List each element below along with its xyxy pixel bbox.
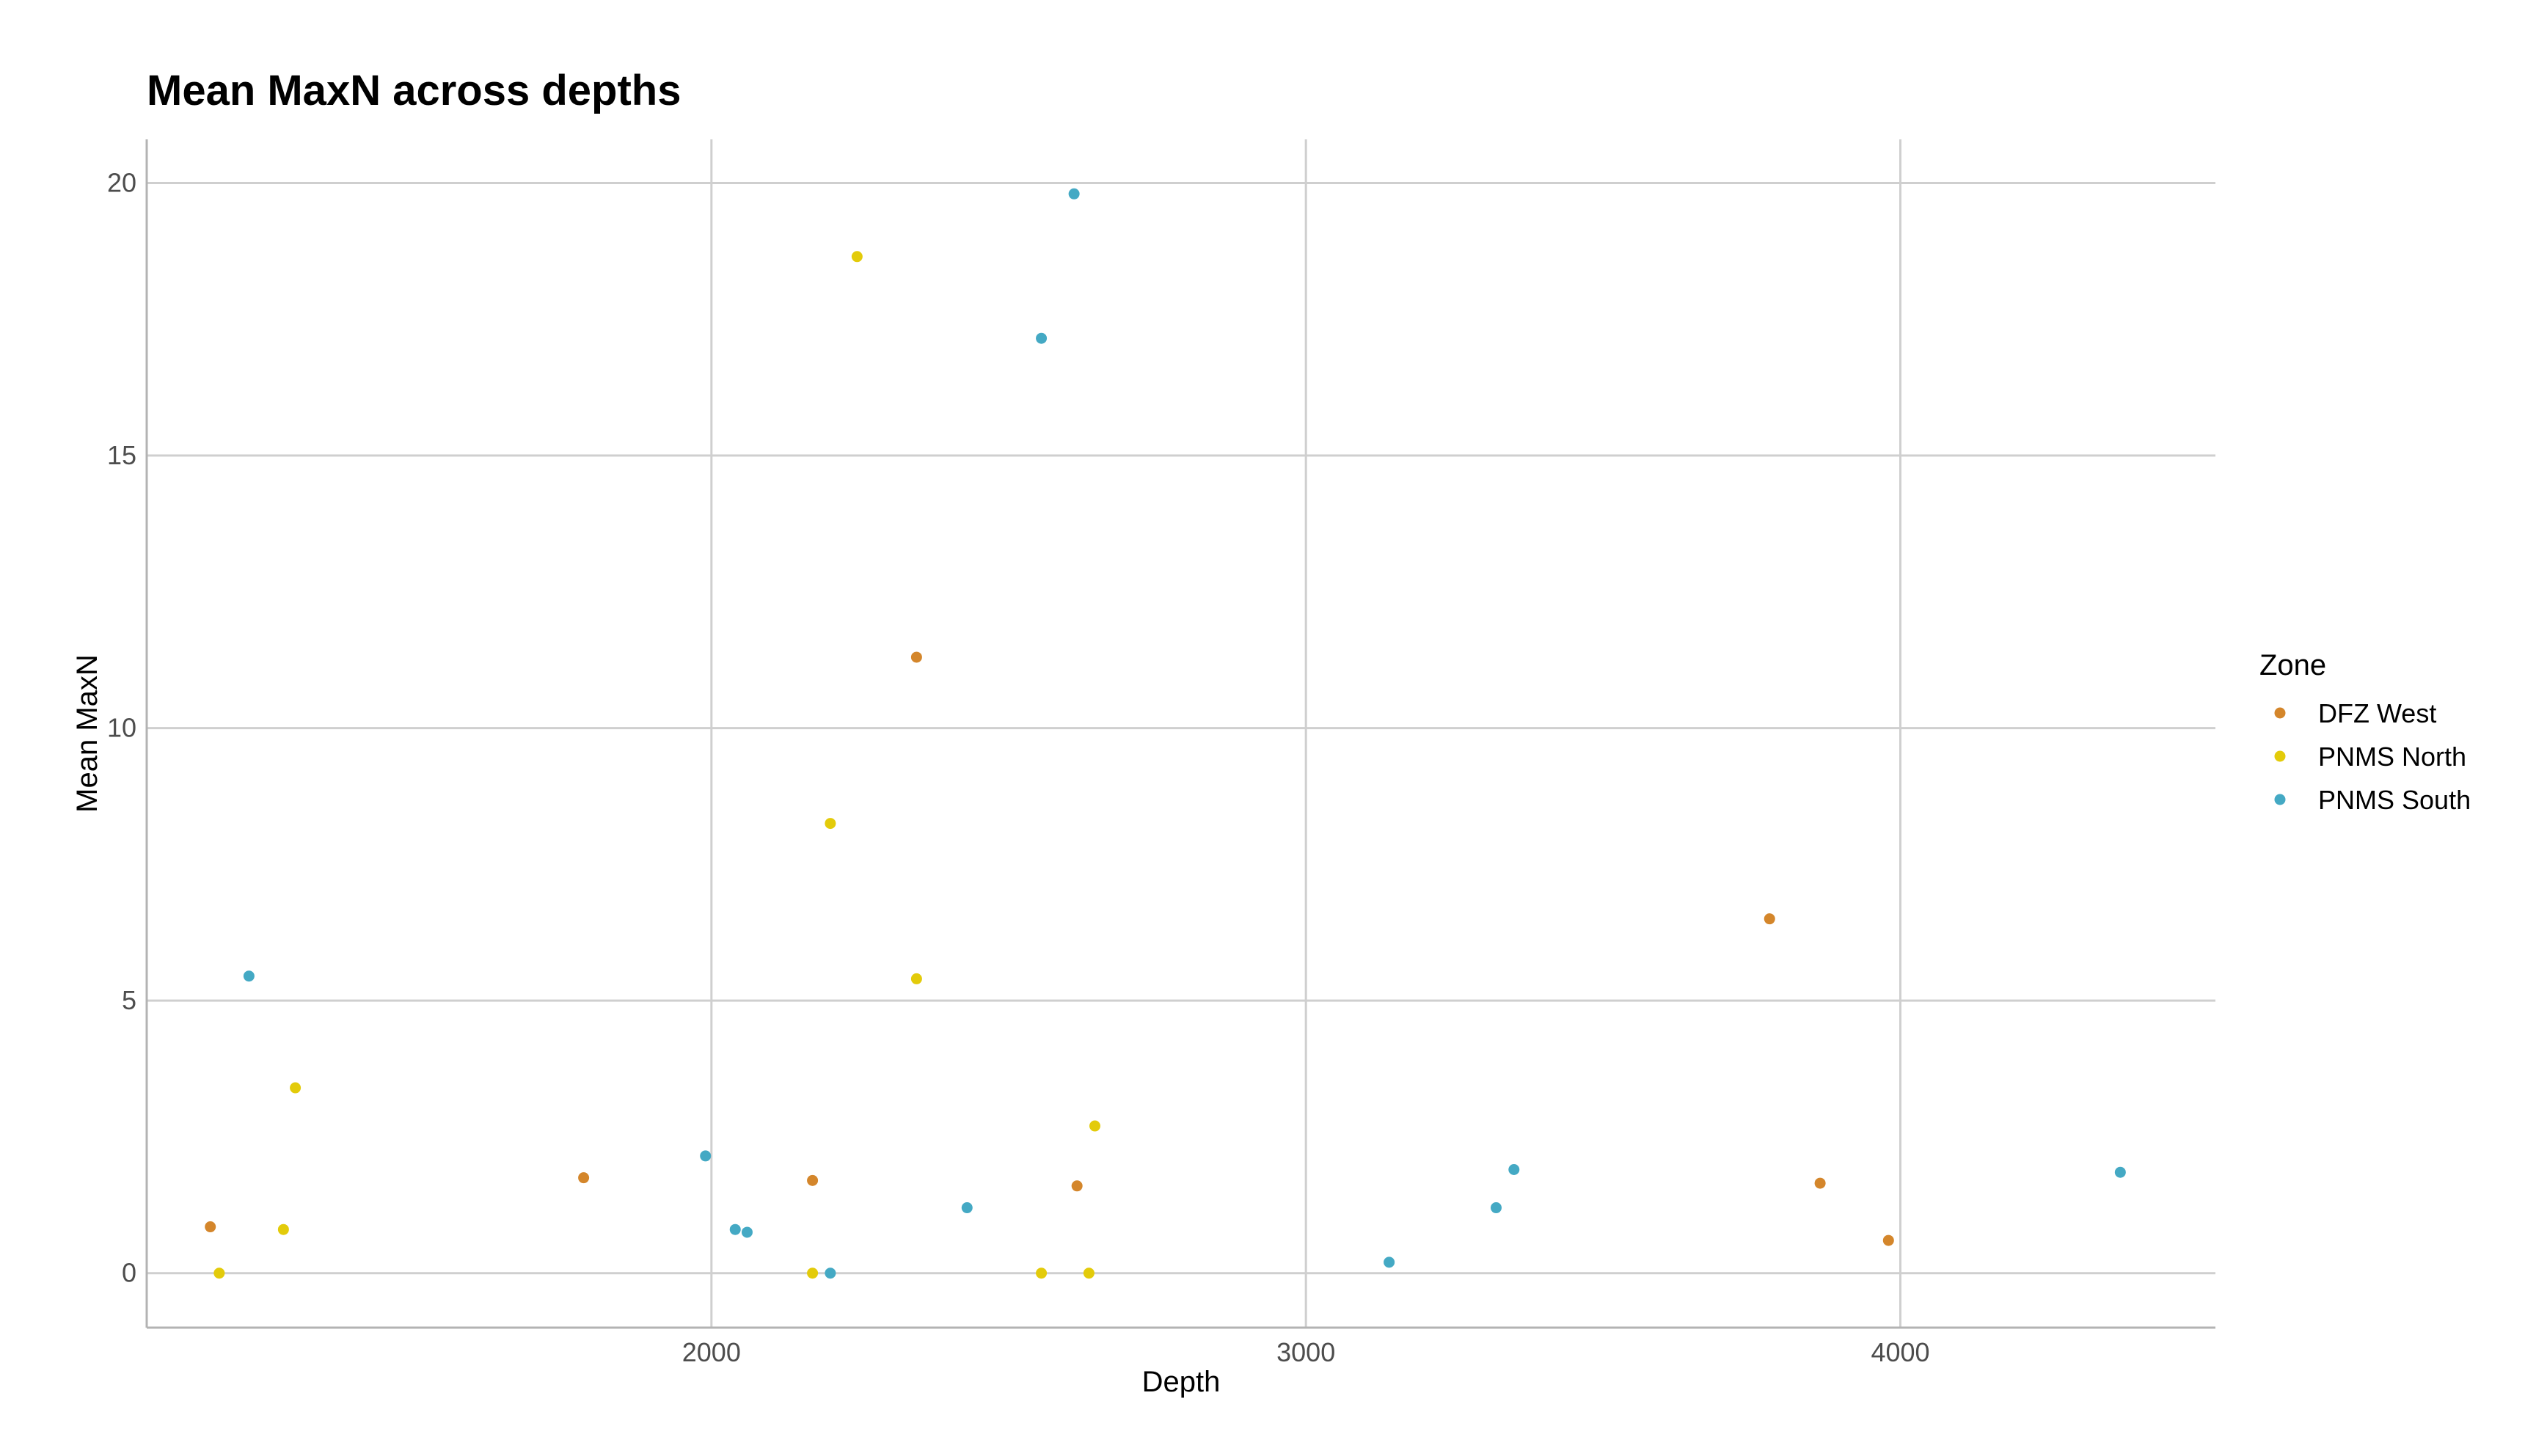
y-gridlines — [147, 181, 2215, 1275]
data-point — [910, 651, 922, 663]
data-point — [1882, 1234, 1894, 1246]
x-tick-label: 2000 — [682, 1337, 741, 1367]
legend-key — [2274, 750, 2286, 762]
legend-key — [2274, 707, 2286, 719]
y-tick-label: 15 — [107, 440, 136, 470]
data-point — [741, 1226, 753, 1238]
y-tick-label: 10 — [107, 713, 136, 743]
y-axis-title: Mean MaxN — [71, 654, 103, 813]
data-point — [1036, 332, 1048, 344]
data-point — [1814, 1177, 1826, 1189]
data-point — [825, 818, 836, 830]
data-points — [205, 188, 2126, 1279]
x-tick-label: 4000 — [1871, 1337, 1929, 1367]
x-tick-labels: 2000 3000 4000 — [682, 1337, 1930, 1367]
legend-label: PNMS North — [2318, 742, 2466, 772]
data-point — [1384, 1256, 1395, 1268]
data-point — [910, 973, 922, 984]
y-tick-labels: 0 5 10 15 20 — [107, 167, 136, 1287]
data-point — [290, 1082, 302, 1094]
data-point — [825, 1267, 836, 1279]
legend-label: PNMS South — [2318, 785, 2471, 815]
x-axis-title: Depth — [1142, 1366, 1221, 1398]
y-tick-label: 5 — [122, 985, 136, 1015]
legend-label: DFZ West — [2318, 698, 2436, 728]
legend-items: DFZ West PNMS North PNMS South — [2274, 698, 2471, 815]
data-point — [2114, 1166, 2126, 1178]
data-point — [807, 1267, 819, 1279]
data-point — [807, 1174, 819, 1186]
data-point — [243, 970, 255, 982]
data-point — [961, 1202, 973, 1214]
data-point — [205, 1221, 216, 1233]
data-point — [1083, 1267, 1095, 1279]
data-point — [1068, 188, 1080, 200]
y-tick-label: 0 — [122, 1258, 136, 1288]
data-point — [1071, 1180, 1083, 1192]
data-point — [1490, 1202, 1502, 1214]
data-point — [1508, 1163, 1520, 1175]
x-gridlines — [710, 139, 1902, 1328]
data-point — [1764, 913, 1775, 925]
data-point — [213, 1267, 225, 1279]
data-point — [1089, 1120, 1100, 1132]
data-point — [729, 1223, 741, 1235]
data-point — [277, 1223, 289, 1235]
legend: Zone DFZ West PNMS North PNMS South — [2259, 649, 2471, 815]
data-point — [1036, 1267, 1048, 1279]
data-point — [578, 1172, 590, 1184]
y-tick-label: 20 — [107, 167, 136, 197]
x-tick-label: 3000 — [1276, 1337, 1335, 1367]
legend-title: Zone — [2259, 649, 2326, 681]
data-point — [700, 1150, 712, 1162]
data-point — [851, 251, 863, 263]
chart-title: Mean MaxN across depths — [147, 67, 681, 114]
legend-key — [2274, 794, 2286, 805]
